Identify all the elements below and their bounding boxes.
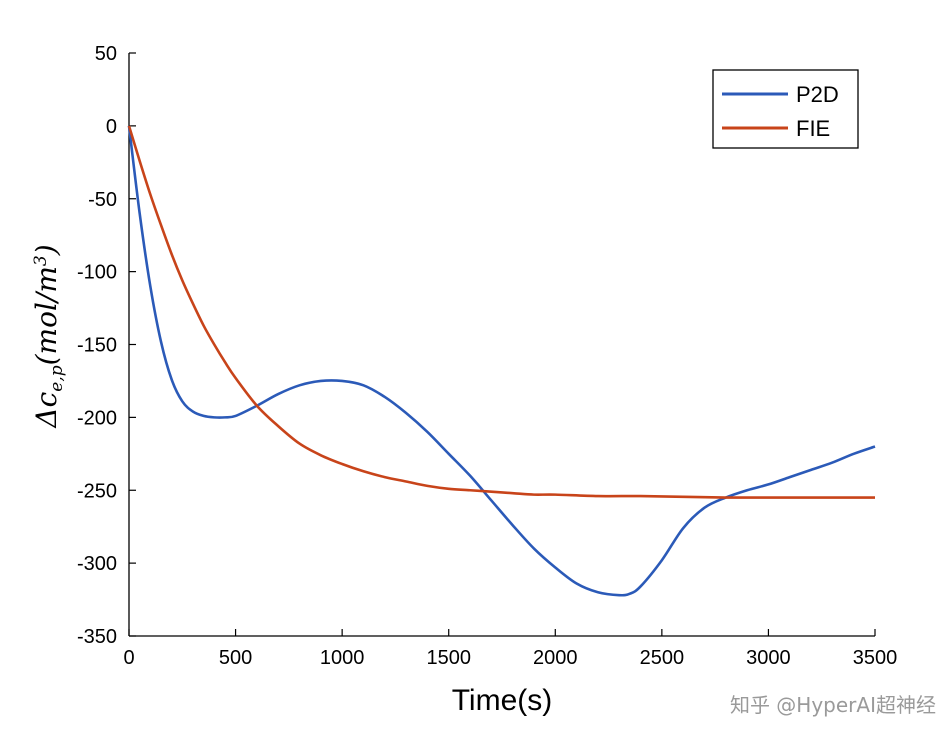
y-tick-label: -200 (77, 407, 117, 429)
y-label-subscript: e,p (47, 365, 67, 391)
watermark: 知乎 @HyperAI超神经 (729, 693, 936, 717)
x-tick-label: 2500 (640, 647, 685, 669)
x-tick-label: 1500 (426, 647, 471, 669)
x-tick-label: 0 (123, 647, 134, 669)
series-line-p2d (127, 125, 876, 597)
x-axis-label: Time(s) (452, 684, 553, 717)
y-label-exponent: 3 (31, 255, 51, 266)
y-tick-label: 0 (106, 116, 117, 138)
y-tick-label: -350 (77, 626, 117, 648)
y-tick-label: 50 (95, 43, 117, 65)
legend-box (712, 69, 859, 149)
y-tick-label: -300 (77, 553, 117, 575)
y-axis-label: Δce,p(mol/m3) (30, 244, 67, 428)
y-axis-ticks: 50 0 -50 -100 -150 -200 -250 -300 -350 (77, 43, 136, 648)
x-tick-label: 2000 (533, 647, 578, 669)
legend-label-p2d: P2D (796, 82, 839, 107)
legend-label-fie: FIE (796, 116, 830, 141)
y-tick-label: -100 (77, 262, 117, 284)
y-label-delta: Δ (30, 407, 63, 428)
y-label-units: (mol/m (30, 266, 63, 365)
x-tick-label: 1000 (320, 647, 365, 669)
legend: P2D FIE (712, 69, 859, 149)
y-label-c: c (30, 391, 63, 407)
y-tick-label: -150 (77, 335, 117, 357)
x-tick-label: 3000 (746, 647, 791, 669)
y-label-close: ) (30, 244, 63, 256)
y-tick-label: -50 (88, 189, 117, 211)
x-axis-ticks: 0 500 1000 1500 2000 2500 3000 3500 (123, 629, 897, 669)
x-tick-label: 500 (219, 647, 252, 669)
series-line-fie (127, 125, 875, 499)
x-tick-label: 3500 (853, 647, 898, 669)
y-tick-label: -250 (77, 480, 117, 502)
series-layer (127, 125, 876, 597)
